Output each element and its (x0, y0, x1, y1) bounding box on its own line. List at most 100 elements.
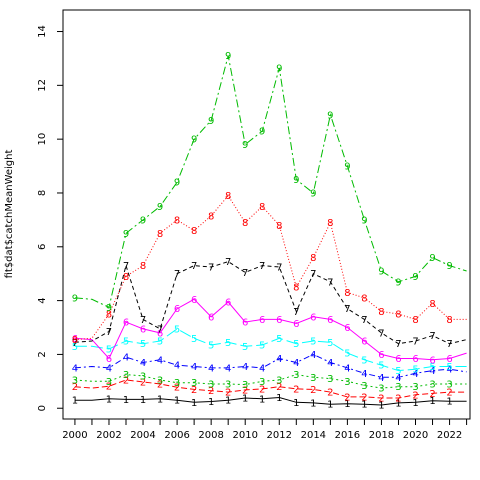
series-marker-9: 9 (361, 215, 367, 226)
series-marker-3: 3 (174, 378, 180, 389)
series-marker-8: 8 (140, 261, 146, 272)
x-tick-label: 2016 (335, 430, 360, 441)
series-marker-1: 1 (378, 401, 384, 412)
series-marker-6: 6 (310, 312, 316, 323)
series-marker-8: 8 (157, 229, 163, 240)
series-marker-3: 3 (106, 377, 112, 388)
series-marker-4: 4 (157, 355, 163, 366)
series-line-8 (74, 194, 467, 341)
series-marker-8: 8 (310, 253, 316, 264)
series-marker-9: 9 (157, 202, 163, 213)
series-marker-3: 3 (157, 375, 163, 386)
series-marker-5: 5 (191, 334, 197, 345)
series-marker-8: 8 (293, 283, 299, 294)
series-marker-2: 2 (106, 382, 112, 393)
x-tick-label: 2010 (232, 430, 257, 441)
series-marker-6: 6 (242, 318, 248, 329)
series-marker-5: 5 (225, 338, 231, 349)
series-marker-7: 7 (208, 262, 214, 273)
y-axis: 0 2 4 6 8 10 12 14 (37, 25, 63, 411)
series-marker-6: 6 (395, 354, 401, 365)
series-line-1 (74, 396, 467, 406)
series-marker-6: 6 (378, 350, 384, 361)
series-marker-8: 8 (242, 218, 248, 229)
series-marker-9: 9 (310, 188, 316, 199)
series-marker-2: 2 (361, 392, 367, 403)
series-marker-9: 9 (378, 267, 384, 278)
series-marker-8: 8 (123, 272, 129, 283)
series-marker-2: 2 (276, 382, 282, 393)
series-marker-6: 6 (225, 297, 231, 308)
series-marker-4: 4 (208, 363, 214, 374)
series-marker-3: 3 (327, 374, 333, 385)
series-marker-6: 6 (157, 328, 163, 339)
series-marker-4: 4 (259, 363, 265, 374)
series-marker-4: 4 (429, 366, 435, 377)
y-tick-label: 0 (37, 405, 48, 411)
series-marker-1: 1 (327, 400, 333, 411)
series-marker-8: 8 (191, 226, 197, 237)
series-marker-5: 5 (140, 339, 146, 350)
y-tick-label: 4 (37, 297, 48, 303)
series-marker-4: 4 (310, 350, 316, 361)
series-marker-3: 3 (208, 380, 214, 391)
series-marker-2: 2 (429, 389, 435, 400)
series-marker-3: 3 (446, 380, 452, 391)
series-markers: 1 1 1 1 1 1 1 1 1 1 1 1 1 1 1 1 1 1 1 1 1 12 22 2 2 2 2 2 2 2 2 2 2 2 2 2 2 2… (72, 51, 453, 411)
series-marker-9: 9 (174, 178, 180, 189)
series-marker-9: 9 (72, 293, 78, 304)
series-marker-8: 8 (378, 307, 384, 318)
series-marker-4: 4 (72, 363, 78, 374)
x-tick-label: 2022 (437, 430, 462, 441)
series-marker-3: 3 (140, 371, 146, 382)
series-marker-4: 4 (327, 358, 333, 369)
series-line-6 (74, 298, 467, 361)
series-marker-7: 7 (157, 324, 163, 335)
y-tick-label: 14 (37, 25, 48, 38)
series-marker-7: 7 (123, 261, 129, 272)
series-marker-3: 3 (412, 382, 418, 393)
series-marker-3: 3 (395, 382, 401, 393)
series-marker-5: 5 (208, 341, 214, 352)
series-marker-2: 2 (242, 385, 248, 396)
series-marker-5: 5 (378, 361, 384, 372)
y-tick-label: 6 (37, 244, 48, 250)
series-marker-2: 2 (140, 377, 146, 388)
series-marker-4: 4 (191, 362, 197, 373)
series-marker-7: 7 (361, 315, 367, 326)
series-marker-6: 6 (123, 318, 129, 329)
series-marker-8: 8 (429, 299, 435, 310)
series-marker-8: 8 (446, 315, 452, 326)
series-marker-5: 5 (344, 349, 350, 360)
series-marker-8: 8 (327, 218, 333, 229)
series-marker-6: 6 (191, 295, 197, 306)
series-marker-2: 2 (327, 388, 333, 399)
series-marker-1: 1 (191, 398, 197, 409)
series-marker-6: 6 (140, 324, 146, 335)
series-marker-5: 5 (429, 362, 435, 373)
series-marker-2: 2 (378, 394, 384, 405)
x-axis: 2000 2002 2004 2006 2008 2010 2012 2014 2016 2018… (62, 419, 468, 441)
series-marker-7: 7 (378, 328, 384, 339)
series-line-7 (74, 261, 467, 345)
series-marker-1: 1 (157, 394, 163, 405)
series-marker-9: 9 (140, 215, 146, 226)
series-marker-5: 5 (412, 365, 418, 376)
series-marker-8: 8 (259, 202, 265, 213)
series-marker-6: 6 (361, 336, 367, 347)
series-marker-9: 9 (242, 140, 248, 151)
series-marker-3: 3 (276, 375, 282, 386)
series-marker-9: 9 (123, 229, 129, 240)
series-marker-3: 3 (293, 370, 299, 381)
series-marker-3: 3 (242, 380, 248, 391)
series-marker-4: 4 (276, 354, 282, 365)
series-marker-4: 4 (123, 353, 129, 364)
series-line-5 (74, 328, 467, 372)
plot-frame (62, 9, 471, 420)
series-marker-2: 2 (446, 388, 452, 399)
series-marker-9: 9 (412, 272, 418, 283)
series-marker-8: 8 (344, 288, 350, 299)
series-marker-7: 7 (106, 327, 112, 338)
series-marker-7: 7 (276, 262, 282, 273)
